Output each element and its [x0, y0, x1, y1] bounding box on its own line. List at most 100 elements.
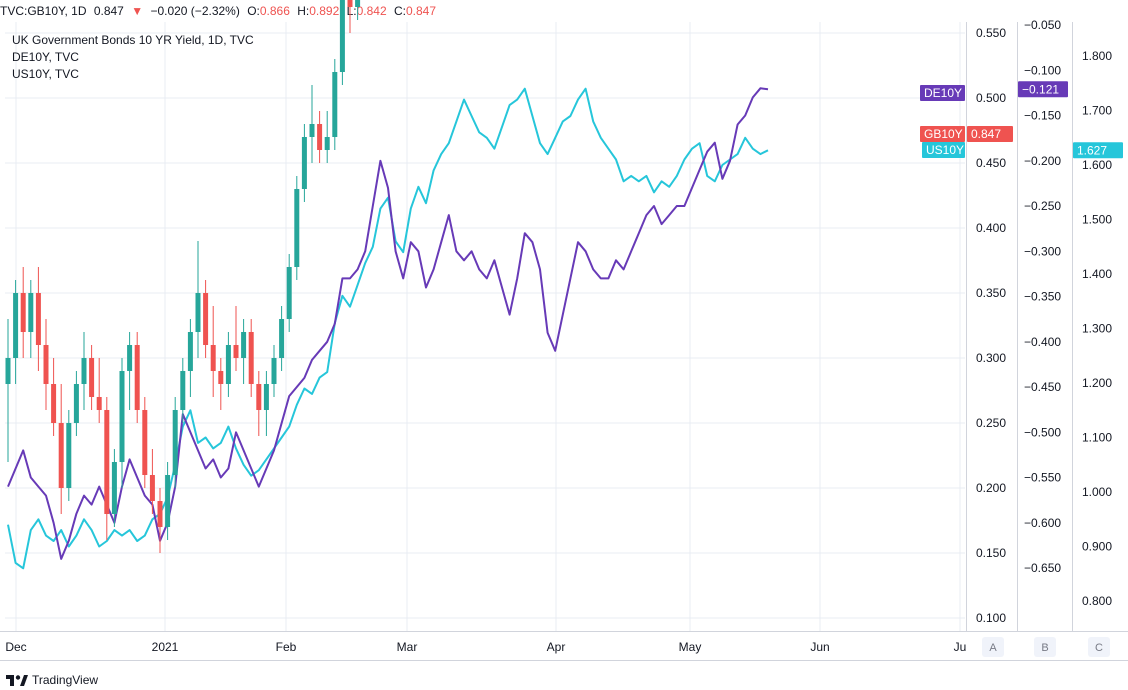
us10y-value-tag-bg	[1073, 142, 1123, 159]
scale-b-tick-label: −0.600	[1024, 516, 1061, 530]
open-value: 0.866	[259, 4, 290, 18]
time-tick-label: Mar	[397, 640, 418, 654]
candle-body-up	[241, 332, 247, 358]
time-tick-label: Dec	[5, 640, 26, 654]
price-axes: 1.0000.9500.9000.8500.8000.7500.7000.650…	[0, 18, 1128, 661]
de10y-line	[7, 87, 769, 560]
scale-a-tick-label: 0.450	[976, 156, 1006, 170]
candle-body-up	[127, 345, 133, 371]
low-value: 0.842	[356, 4, 387, 18]
candle-body-up	[13, 293, 19, 358]
scale-b-tick-label: −0.100	[1024, 63, 1061, 77]
scale-b-tick-label: −0.550	[1024, 471, 1061, 485]
scale-button-label: C	[1095, 642, 1103, 654]
scale-c-tick-label: 1.800	[1082, 49, 1112, 63]
scale-b-tick-label: −0.050	[1024, 18, 1061, 32]
de10y-name-tag: DE10Y	[924, 86, 962, 100]
tradingview-logo-text: TradingView	[32, 673, 99, 687]
symbol-header: TVC:GB10Y, 1D 0.847 ▼ −0.020 (−2.32%) O:…	[0, 0, 1128, 22]
time-tick-label: Feb	[276, 640, 297, 654]
candle-body-up	[286, 267, 292, 319]
time-tick-label: Ju	[954, 640, 967, 654]
price-tags: DE10Y GB10Y US10Y 0.847 −0.121 1.627	[920, 81, 1123, 159]
high-label: H:	[297, 4, 310, 18]
us10y-name-tag: US10Y	[926, 143, 964, 157]
symbol-name[interactable]: TVC:GB10Y, 1D	[0, 4, 87, 18]
chart-legend: UK Government Bonds 10 YR Yield, 1D, TVC…	[12, 33, 254, 81]
candle-body-down	[218, 371, 224, 384]
time-axis: Dec 2021 Feb Mar Apr May Jun Ju A B C	[5, 637, 1110, 657]
candle-body-down	[203, 293, 209, 345]
candle-body-up	[279, 319, 285, 358]
gb10y-value-tag: 0.847	[971, 127, 1001, 141]
candle-body-up	[294, 189, 300, 267]
scale-button-b	[1034, 637, 1056, 657]
tradingview-logo-icon	[6, 675, 28, 686]
candle-body-down	[256, 384, 262, 410]
change-arrow: ▼	[131, 4, 144, 18]
open-label: O:	[247, 4, 260, 18]
candle-body-down	[51, 384, 57, 423]
candle-body-up	[66, 423, 72, 488]
tradingview-logo[interactable]: TradingView	[6, 671, 98, 689]
candle-body-up	[28, 293, 34, 332]
candle-body-down	[248, 332, 254, 384]
candle-body-up	[355, 0, 361, 7]
scale-a-tick-label: 0.150	[976, 546, 1006, 560]
candle-body-up	[73, 384, 79, 423]
candle-body-up	[225, 345, 231, 384]
close-label: C:	[394, 4, 406, 18]
scale-b-tick-label: −0.300	[1024, 244, 1061, 258]
scale-c-tick-label: 1.700	[1082, 104, 1112, 118]
scale-c-tick-label: 1.400	[1082, 267, 1112, 281]
scale-button-label: B	[1041, 642, 1048, 654]
candle-body-down	[35, 293, 41, 345]
gb10y-value-tag-bg	[967, 126, 1013, 142]
scale-button-label: A	[989, 642, 997, 654]
candle-body-down	[58, 423, 64, 488]
candle-body-down	[157, 501, 163, 527]
scale-c-tick-label: 0.800	[1082, 594, 1112, 608]
candle-body-up	[81, 358, 87, 384]
scale-b-tick-label: −0.400	[1024, 335, 1061, 349]
scale-a-tick-label: 0.500	[976, 91, 1006, 105]
candle-body-down	[20, 293, 26, 332]
scale-button-a	[982, 637, 1004, 657]
candle-body-up	[195, 293, 201, 332]
candle-body-up	[180, 371, 186, 410]
candle-body-down	[89, 358, 95, 397]
candle-body-down	[347, 0, 353, 7]
scale-b-tick-label: −0.200	[1024, 154, 1061, 168]
candle-body-up	[263, 384, 269, 410]
gb10y-name-tag-bg	[920, 126, 965, 142]
scale-b-tick-label: −0.250	[1024, 199, 1061, 213]
scale-a-tick-label: 0.400	[976, 221, 1006, 235]
legend-entry: DE10Y, TVC	[12, 50, 79, 64]
scale-c-tick-label: 1.300	[1082, 322, 1112, 336]
candle-body-up	[301, 137, 307, 189]
close-value: 0.847	[406, 4, 437, 18]
scale-a-tick-label: 0.100	[976, 611, 1006, 625]
scale-c-tick-label: 1.500	[1082, 213, 1112, 227]
scale-b-tick-label: −0.350	[1024, 290, 1061, 304]
scale-c-tick-label: 1.100	[1082, 431, 1112, 445]
candle-body-down	[104, 410, 110, 514]
scale-c-tick-label: 1.600	[1082, 158, 1112, 172]
legend-entry: UK Government Bonds 10 YR Yield, 1D, TVC	[12, 33, 254, 47]
scale-a-tick-label: 0.250	[976, 416, 1006, 430]
high-value: 0.892	[309, 4, 340, 18]
candle-body-up	[339, 0, 345, 72]
low-label: L:	[346, 4, 357, 18]
time-tick-label: Jun	[810, 640, 829, 654]
candle-body-down	[149, 475, 155, 501]
de10y-value-tag: −0.121	[1022, 82, 1059, 96]
scale-c-tick-label: 0.900	[1082, 540, 1112, 554]
candle-body-down	[43, 345, 49, 384]
scale-b-tick-label: −0.450	[1024, 380, 1061, 394]
scale-a-tick-label: 0.300	[976, 351, 1006, 365]
scale-c-tick-label: 1.200	[1082, 376, 1112, 390]
candle-body-down	[317, 124, 323, 150]
de10y-name-tag-bg	[920, 85, 965, 101]
grid-lines	[5, 22, 965, 631]
